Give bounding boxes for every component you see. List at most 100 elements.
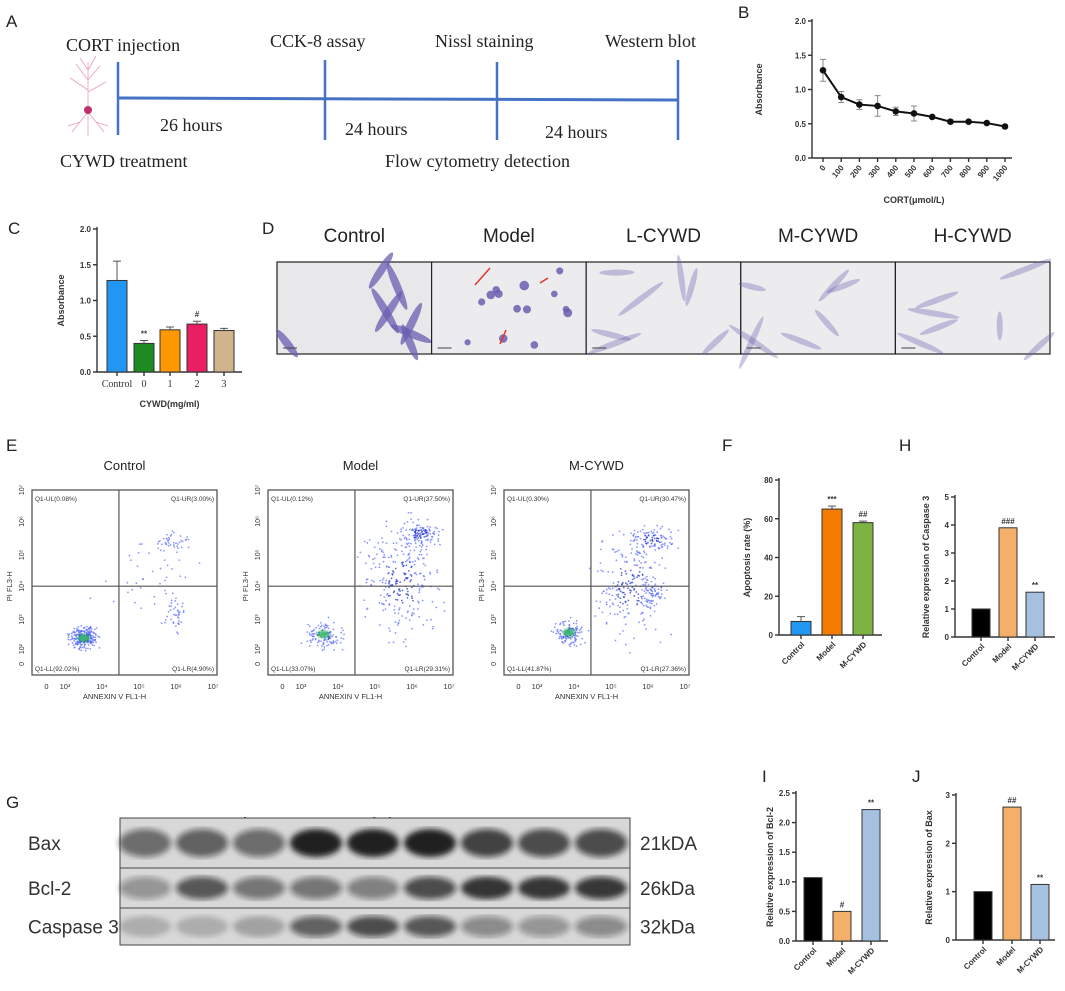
event-dot bbox=[77, 633, 80, 636]
event-dot bbox=[323, 625, 325, 628]
event-dot bbox=[605, 588, 608, 591]
event-dot bbox=[625, 556, 627, 559]
error-bar bbox=[140, 340, 148, 344]
event-dot bbox=[164, 619, 167, 621]
event-dot bbox=[366, 607, 369, 610]
event-dot bbox=[611, 602, 614, 605]
event-dot bbox=[172, 621, 175, 624]
event-dot bbox=[326, 624, 329, 627]
event-dot bbox=[663, 597, 666, 600]
event-dot bbox=[618, 549, 620, 552]
x-tick-label: 0 bbox=[142, 379, 147, 390]
cell bbox=[390, 324, 432, 343]
event-dot bbox=[421, 533, 424, 535]
event-dot bbox=[313, 628, 316, 631]
y-tick-label: 1.0 bbox=[795, 86, 807, 95]
event-dot bbox=[170, 618, 172, 621]
event-dot bbox=[654, 549, 657, 551]
y-tick-label: 10⁶ bbox=[255, 516, 262, 527]
y-tick-label: 1 bbox=[946, 888, 951, 897]
cell bbox=[522, 305, 531, 314]
event-dot bbox=[356, 556, 359, 559]
event-dot bbox=[420, 548, 423, 551]
event-dot bbox=[617, 581, 620, 583]
event-dot bbox=[411, 627, 413, 630]
event-dot bbox=[393, 608, 396, 611]
event-dot bbox=[324, 623, 327, 626]
event-dot bbox=[310, 633, 313, 636]
event-dot bbox=[159, 540, 161, 542]
event-dot bbox=[640, 601, 643, 604]
y-axis-label: Absorbance bbox=[56, 274, 66, 326]
event-dot bbox=[643, 534, 646, 537]
event-dot bbox=[312, 632, 315, 635]
event-dot bbox=[370, 567, 373, 570]
event-dot bbox=[405, 529, 408, 531]
event-dot bbox=[645, 604, 648, 607]
event-dot bbox=[562, 620, 565, 623]
event-dot bbox=[655, 603, 658, 605]
event-dot bbox=[414, 538, 417, 541]
event-dot bbox=[408, 557, 410, 560]
event-dot bbox=[396, 554, 399, 557]
chart-b: 0.0 0.5 1.0 1.5 2.0 Absorbance 0 100 200 300 400 50… bbox=[754, 17, 1012, 205]
event-dot bbox=[428, 528, 431, 531]
event-dot bbox=[554, 622, 557, 625]
micrograph-model bbox=[431, 261, 587, 355]
micrograph-l-cywd bbox=[585, 254, 742, 355]
y-tick-label: 0 bbox=[946, 936, 951, 945]
event-dot bbox=[633, 532, 636, 535]
event-dot bbox=[385, 565, 388, 568]
flow-cytometry-panel: Control Q1-UL(0.08%) Q1-UR(3.00%) Q1-LL(92.… bbox=[5, 458, 691, 701]
event-dot bbox=[425, 619, 428, 622]
x-tick-label: 10³ bbox=[296, 682, 307, 691]
event-dot bbox=[407, 569, 410, 572]
data-point bbox=[910, 110, 918, 117]
event-dot bbox=[407, 594, 410, 596]
event-dot bbox=[187, 538, 190, 541]
event-dot bbox=[574, 636, 576, 639]
event-dot bbox=[166, 564, 169, 567]
event-dot bbox=[569, 645, 572, 648]
event-dot bbox=[642, 583, 644, 586]
event-dot bbox=[647, 583, 650, 586]
event-dot bbox=[405, 542, 408, 545]
event-dot bbox=[165, 592, 167, 595]
event-dot bbox=[394, 621, 397, 623]
x-tick-label: Control bbox=[960, 642, 986, 668]
arrow-icon bbox=[539, 277, 549, 284]
event-dot bbox=[415, 573, 418, 576]
cell bbox=[919, 319, 958, 336]
event-dot bbox=[327, 643, 330, 646]
event-dot bbox=[77, 625, 80, 628]
event-dot bbox=[160, 543, 163, 546]
protein-band bbox=[518, 829, 570, 857]
event-dot bbox=[663, 544, 666, 547]
event-dot bbox=[84, 649, 87, 652]
event-dot bbox=[180, 621, 183, 624]
y-tick-label: 10³ bbox=[491, 614, 498, 625]
y-tick-label: 10⁷ bbox=[19, 484, 26, 495]
event-dot bbox=[137, 551, 140, 554]
event-dot bbox=[84, 630, 86, 632]
event-dot bbox=[310, 641, 312, 644]
event-dot bbox=[426, 539, 429, 542]
plot-frame bbox=[503, 489, 690, 676]
bar-2 bbox=[186, 323, 208, 373]
event-dot bbox=[601, 592, 603, 595]
event-dot bbox=[421, 530, 424, 533]
event-dot bbox=[581, 637, 584, 640]
event-dot bbox=[393, 605, 396, 608]
event-dot bbox=[417, 583, 419, 586]
event-label: Nissl staining bbox=[435, 31, 534, 51]
event-dot bbox=[164, 589, 166, 592]
event-dot bbox=[639, 537, 642, 540]
event-dot bbox=[636, 553, 639, 556]
x-axis-label: ANNEXIN V FL1-H bbox=[555, 692, 618, 701]
event-dot bbox=[313, 635, 315, 638]
event-dot bbox=[656, 531, 659, 534]
event-dot bbox=[181, 540, 184, 543]
y-tick-label: 1.5 bbox=[795, 51, 807, 60]
event-dot bbox=[372, 562, 375, 565]
event-dot bbox=[327, 616, 330, 619]
